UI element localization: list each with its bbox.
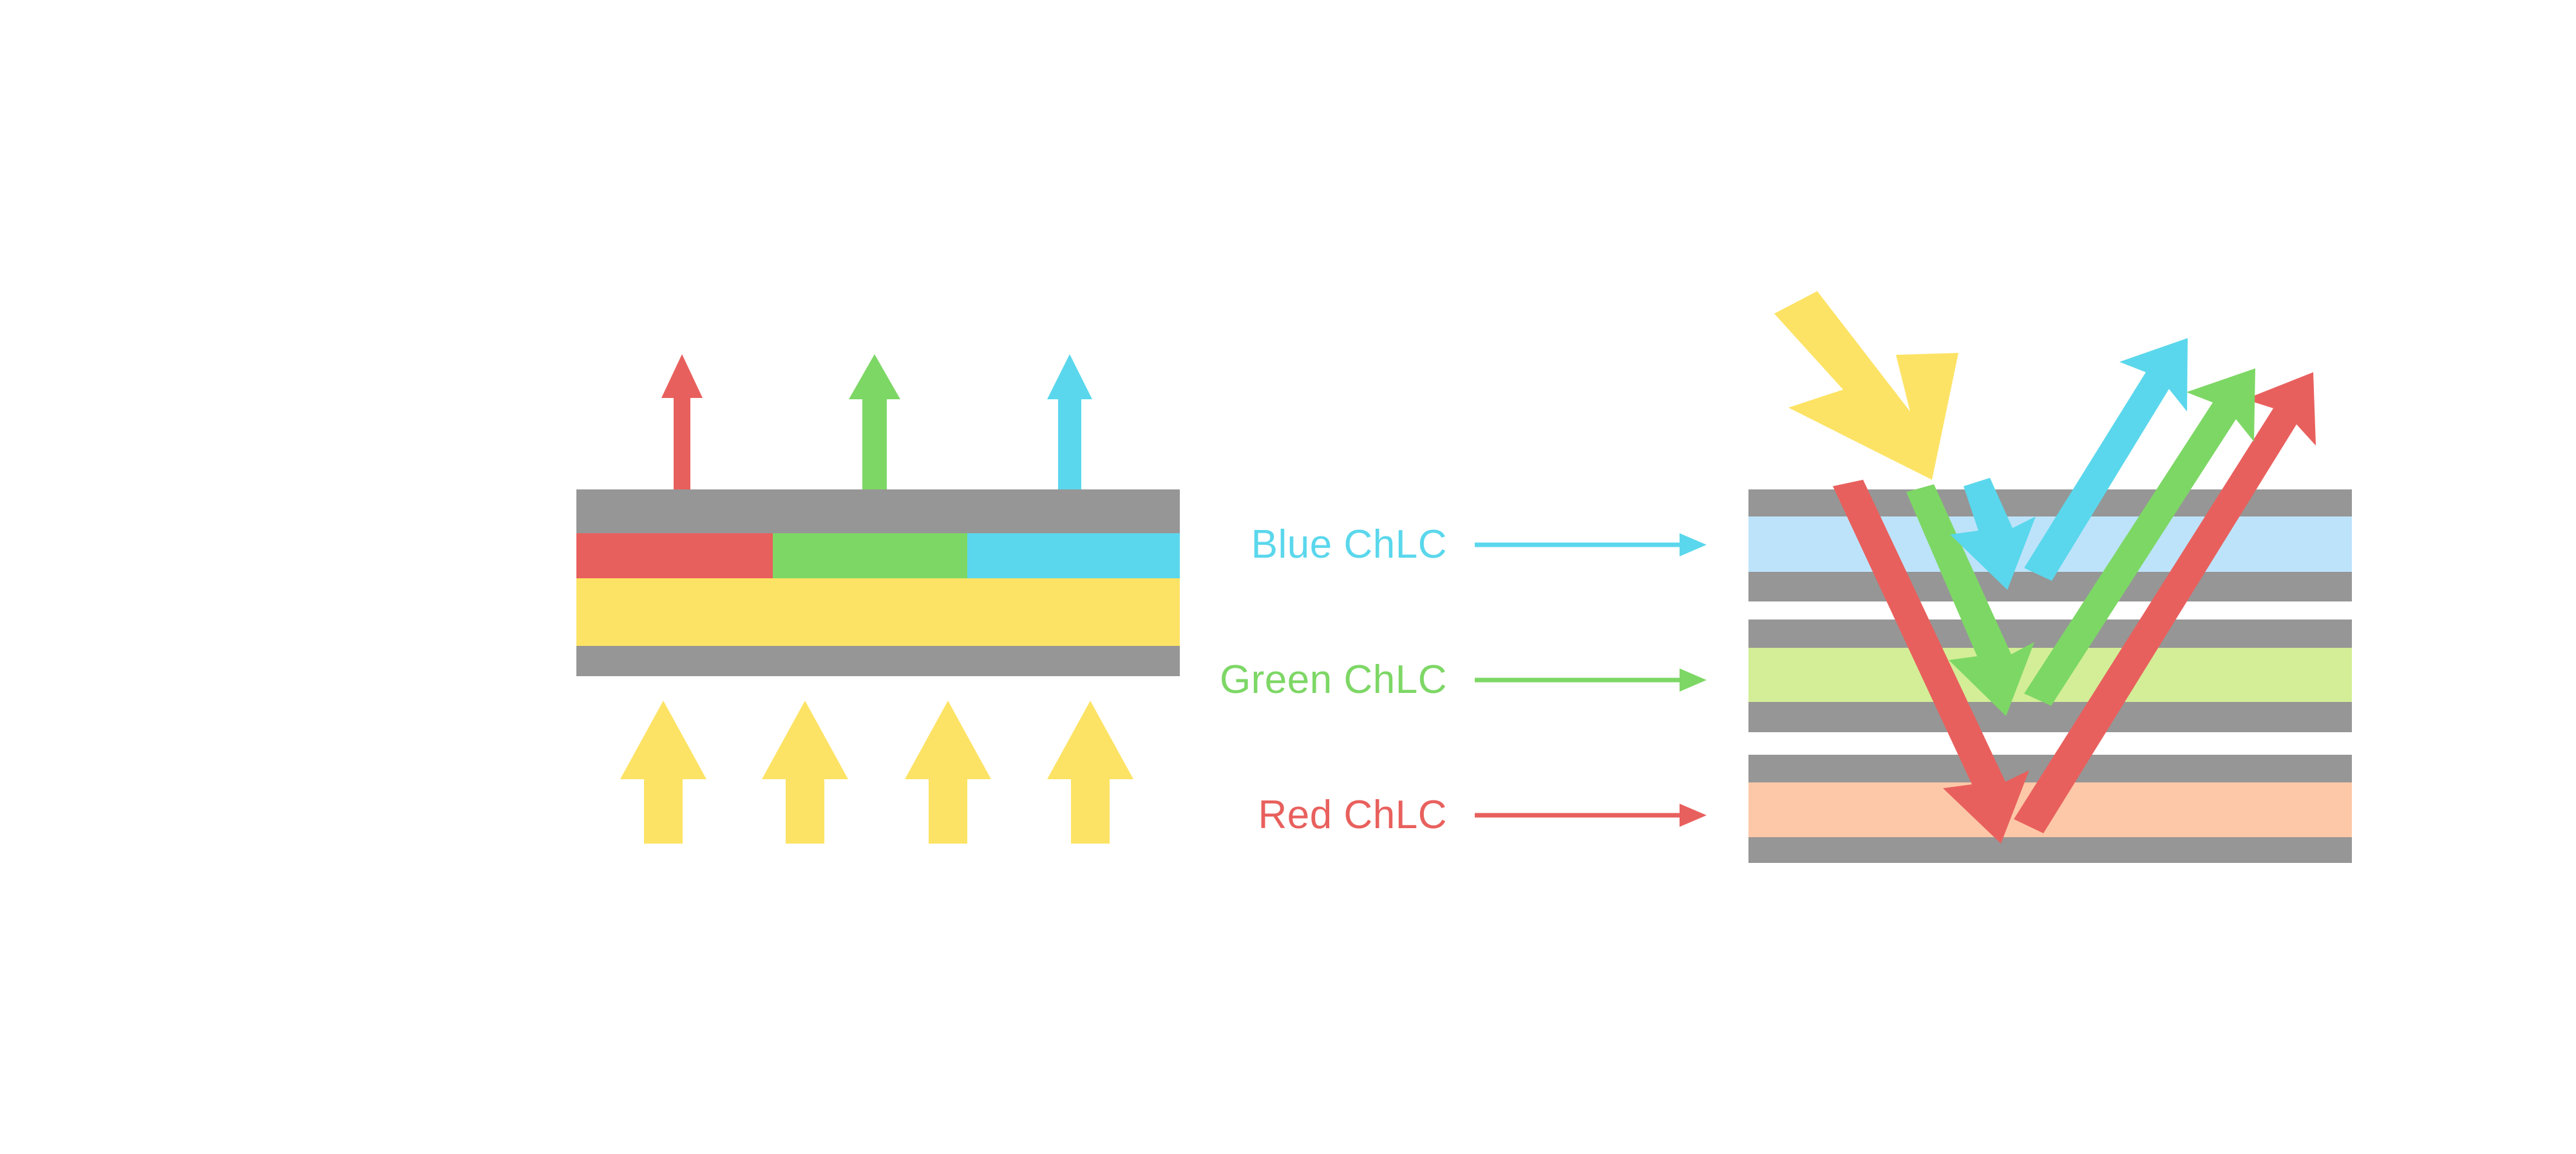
backlight-arrow-4 xyxy=(1047,701,1133,844)
backlight-layer xyxy=(576,578,1180,646)
emissive-stack-panel xyxy=(576,354,1180,844)
green-chlc-label-text: Green ChLC xyxy=(1220,657,1447,702)
red-filter-segment xyxy=(576,533,773,578)
green-cell-bottom-substrate xyxy=(1748,702,2352,732)
red-incoming-ray xyxy=(1833,480,2029,844)
red-cell-bottom-substrate xyxy=(1748,837,2352,863)
green-chlc-label: Green ChLC xyxy=(1220,657,1707,702)
cyan-filter-segment xyxy=(967,533,1180,578)
blue-reflected-ray xyxy=(2024,338,2188,581)
blue-chlc-label: Blue ChLC → xyxy=(1251,522,1707,567)
blue-label-arrow-head xyxy=(1680,533,1707,556)
top-electrode-layer xyxy=(576,489,1180,533)
red-chlc-cell xyxy=(1748,755,2352,863)
green-filter-segment xyxy=(773,533,967,578)
blue-chlc-label-text: Blue ChLC xyxy=(1251,522,1447,567)
red-reflected-ray xyxy=(2014,372,2316,833)
red-chlc-label: Red ChLC xyxy=(1258,793,1707,837)
blue-incoming-ray xyxy=(1950,478,2036,590)
cyan-output-arrow xyxy=(1047,354,1092,509)
backlight-arrow-3 xyxy=(905,701,991,844)
green-label-arrow-head xyxy=(1680,668,1707,692)
green-cell-top-substrate xyxy=(1748,620,2352,648)
color-filter-layer xyxy=(576,533,1180,578)
red-output-arrow xyxy=(661,354,703,509)
reflective-chlc-stack-panel: Blue ChLC → Green ChLC Red ChLC xyxy=(1220,291,2352,863)
backlight-arrow-2 xyxy=(762,701,848,844)
backlight-arrow-1 xyxy=(620,701,706,844)
red-label-arrow-head xyxy=(1680,804,1707,827)
red-chlc-label-text: Red ChLC xyxy=(1258,793,1447,837)
incident-light-arrow xyxy=(1774,291,1958,480)
bottom-electrode-layer xyxy=(576,646,1180,676)
green-reflected-ray xyxy=(2024,368,2255,706)
green-output-arrow xyxy=(849,354,900,509)
green-incoming-ray xyxy=(1906,484,2034,716)
